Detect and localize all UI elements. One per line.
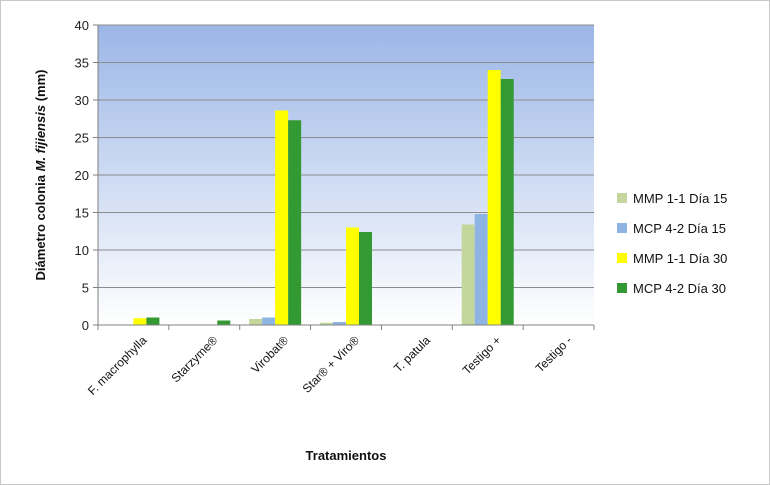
x-category-labels: F. macrophylla Starzyme® Virobat® Star® + V… xyxy=(85,333,575,398)
x-tick-label: T. patula xyxy=(391,333,433,375)
y-tick-label: 10 xyxy=(75,243,89,258)
bar xyxy=(487,70,501,325)
bar xyxy=(461,224,475,325)
y-tick-label: 35 xyxy=(75,56,89,71)
y-tick-label: 5 xyxy=(82,281,89,296)
bar xyxy=(359,232,372,325)
bar xyxy=(133,318,147,325)
legend-label: MCP 4-2 Día 15 xyxy=(633,221,726,236)
y-tick-label: 15 xyxy=(75,206,89,221)
legend-swatch xyxy=(617,253,627,263)
axes xyxy=(93,24,595,330)
x-axis-title: Tratamientos xyxy=(306,448,387,463)
x-tick-label: Testigo - xyxy=(533,333,575,375)
legend-swatch xyxy=(617,223,627,233)
bar xyxy=(275,110,289,325)
y-tick-label: 25 xyxy=(75,131,89,146)
y-axis-title: Diámetro colonia M. fijiensis (mm) xyxy=(33,70,48,281)
bar xyxy=(217,320,231,325)
bar xyxy=(249,319,263,325)
y-axis-title-part: (mm) xyxy=(33,70,48,105)
x-tick-label: Virobat® xyxy=(248,333,291,376)
x-tick-label: F. macrophylla xyxy=(85,333,150,398)
y-tick-label: 20 xyxy=(75,168,89,183)
legend-label: MCP 4-2 Día 30 xyxy=(633,281,726,296)
x-tick-label: Testigo + xyxy=(460,333,504,377)
bar xyxy=(146,317,160,325)
y-tick-label: 30 xyxy=(75,93,89,108)
y-axis-title-part: M. fijiensis xyxy=(33,105,48,171)
legend-label: MMP 1-1 Día 30 xyxy=(633,251,727,266)
y-tick-label: 0 xyxy=(82,318,89,333)
bar xyxy=(320,322,333,325)
y-axis-title-part: Diámetro colonia xyxy=(33,171,48,280)
bar xyxy=(500,79,514,325)
legend-swatch xyxy=(617,283,627,293)
y-tick-labels: 0 5 10 15 20 25 30 35 40 xyxy=(75,18,89,333)
bar xyxy=(333,322,346,325)
bars xyxy=(133,70,514,325)
legend-label: MMP 1-1 Día 15 xyxy=(633,191,727,206)
bar xyxy=(288,120,302,325)
bar xyxy=(474,214,488,325)
y-tick-label: 40 xyxy=(75,18,89,33)
x-tick-label: Starzyme® xyxy=(168,333,220,385)
legend: MMP 1-1 Día 15 MCP 4-2 Día 15 MMP 1-1 Día … xyxy=(617,191,727,296)
legend-swatch xyxy=(617,193,627,203)
x-tick-label: Star® + Viro® xyxy=(300,333,363,396)
bar xyxy=(262,317,276,325)
bar xyxy=(346,227,359,325)
